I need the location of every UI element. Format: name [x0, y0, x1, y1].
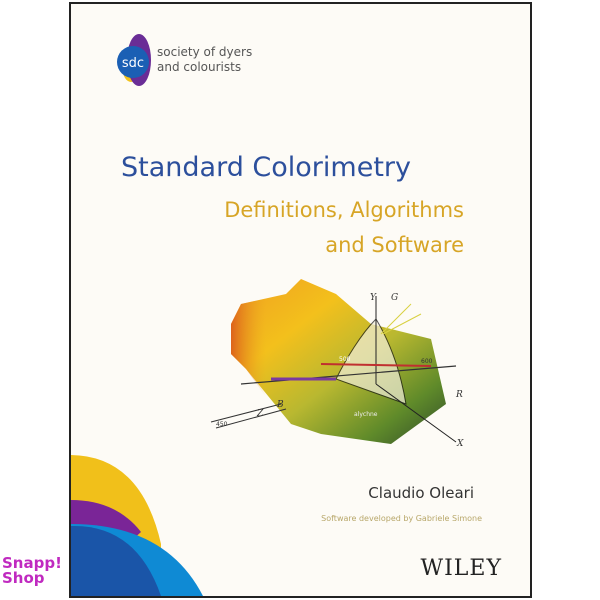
svg-text:X: X [456, 439, 464, 449]
software-credit: Software developed by Gabriele Simone [321, 514, 482, 523]
watermark-line-1: Snapp! [2, 554, 62, 572]
book-cover: sdc Y G R X Z B 600 450 500 alychne [69, 2, 532, 598]
publisher-society-name: society of dyers and colourists [157, 45, 252, 75]
sdc-logo-mark: sdc [117, 34, 151, 86]
svg-text:Z: Z [256, 409, 264, 419]
svg-text:450: 450 [216, 421, 228, 428]
publisher-logo: WILEY [420, 556, 502, 581]
color-solid-illustration: Y G R X Z B 600 450 500 alychne [210, 279, 464, 449]
author-name: Claudio Oleari [368, 484, 474, 502]
book-title: Standard Colorimetry [121, 152, 411, 183]
svg-text:Y: Y [370, 293, 377, 303]
cover-graphics: sdc Y G R X Z B 600 450 500 alychne [71, 34, 464, 596]
svg-text:500: 500 [339, 356, 351, 363]
svg-text:B: B [276, 400, 284, 410]
subtitle-line-1: Definitions, Algorithms [224, 198, 464, 222]
decorative-circles [71, 455, 203, 596]
logo-line-1: society of dyers [157, 45, 253, 59]
svg-text:G: G [391, 293, 398, 303]
subtitle-line-2: and Software [325, 233, 464, 257]
watermark-logo: Snapp! Shop [2, 556, 62, 586]
logo-mark-text: sdc [122, 56, 144, 71]
watermark-line-2: Shop [2, 569, 45, 587]
svg-text:600: 600 [421, 358, 433, 365]
svg-text:alychne: alychne [354, 411, 378, 418]
svg-text:R: R [455, 390, 463, 400]
logo-line-2: and colourists [157, 60, 242, 74]
